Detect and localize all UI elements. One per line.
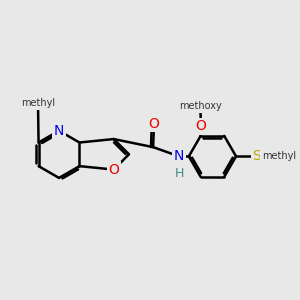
Text: O: O — [148, 116, 159, 130]
Text: methoxy: methoxy — [179, 101, 222, 111]
Text: N: N — [174, 149, 184, 163]
Text: H: H — [174, 167, 184, 180]
Text: O: O — [196, 119, 206, 134]
Text: O: O — [108, 163, 119, 177]
Text: N: N — [54, 124, 64, 138]
Text: methyl: methyl — [21, 98, 55, 108]
Text: S: S — [252, 149, 261, 163]
Text: methyl: methyl — [262, 151, 296, 161]
